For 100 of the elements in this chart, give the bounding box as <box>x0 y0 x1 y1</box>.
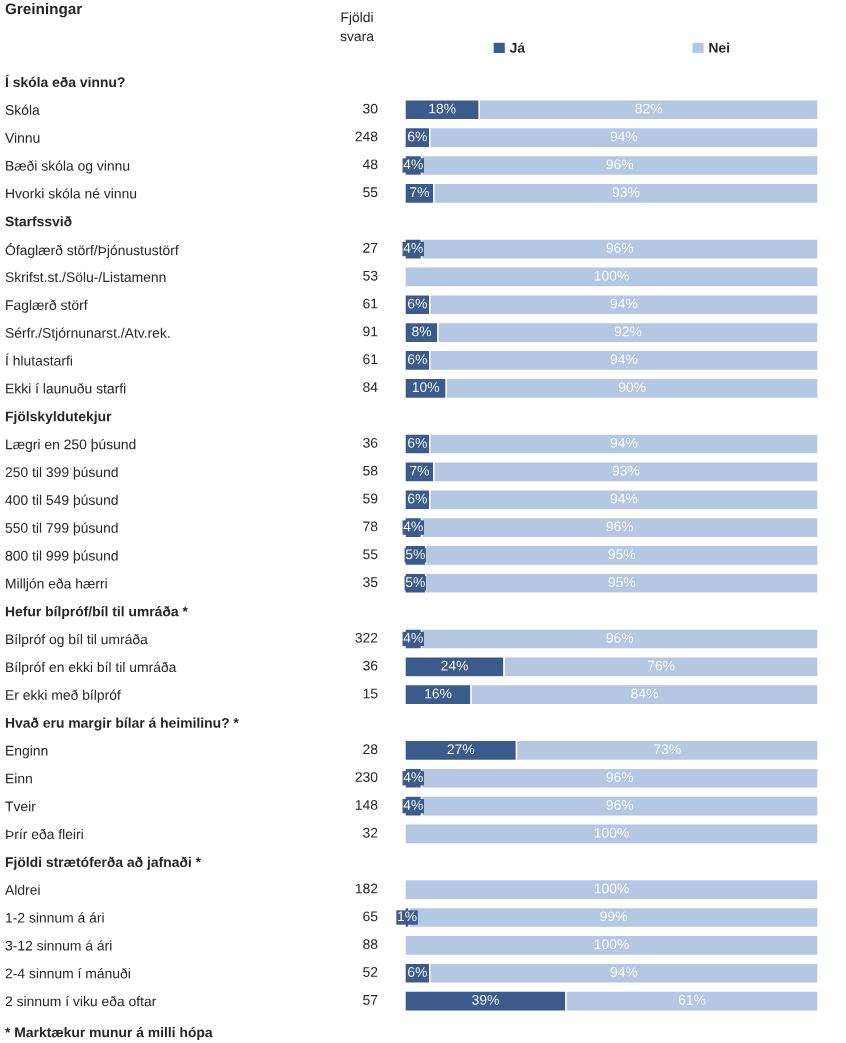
data-label: 90% <box>618 382 646 393</box>
data-label: 6% <box>408 437 427 448</box>
y-tick-label: Skóla <box>5 104 40 115</box>
data-label: 94% <box>610 354 638 365</box>
text: 61 <box>363 354 378 365</box>
text: 35 <box>363 577 378 588</box>
data-label: 6% <box>408 493 427 504</box>
data-label: 94% <box>610 967 638 977</box>
text: * Marktækur munur á milli hópa <box>5 1026 213 1040</box>
text: 28 <box>363 744 378 755</box>
text: 91 <box>363 326 378 337</box>
text: Greiningar <box>5 3 83 18</box>
y-tick-label: Aldrei <box>5 884 40 895</box>
text: 15 <box>363 688 378 699</box>
data-label: 96% <box>606 800 634 810</box>
text: 84 <box>363 382 378 393</box>
text: 27 <box>363 242 378 253</box>
y-tick-label: Hefur bílpróf/bíl til umráða * <box>5 606 188 620</box>
data-label: 100% <box>594 270 629 281</box>
y-tick-label: 550 til 799 þúsund <box>5 522 118 536</box>
text: 55 <box>363 549 378 560</box>
data-label: 82% <box>635 103 663 114</box>
data-label: 5% <box>405 549 425 560</box>
data-label: 92% <box>614 326 642 337</box>
text: 182 <box>355 883 378 894</box>
text: 58 <box>363 465 378 476</box>
text: 65 <box>363 911 378 922</box>
data-label: 94% <box>610 437 638 448</box>
data-label: 100% <box>594 827 629 838</box>
text: 36 <box>363 660 378 671</box>
text: 53 <box>363 270 378 281</box>
y-tick-label: Milljón eða hærri <box>6 578 107 592</box>
data-label: 7% <box>410 187 429 198</box>
data-label: 84% <box>631 688 658 699</box>
data-label: 96% <box>606 772 634 782</box>
y-tick-label: Starfssvið <box>5 216 72 227</box>
y-tick-label: Er ekki með bílpróf <box>6 689 121 703</box>
data-label: 96% <box>606 632 634 643</box>
text: 59 <box>363 493 378 504</box>
data-label: 96% <box>606 159 634 170</box>
data-label: 10% <box>412 382 440 393</box>
text: 61 <box>363 298 378 309</box>
y-tick-label: Fjölskyldutekjur <box>5 411 112 425</box>
y-tick-label: Bæði skóla og vinnu <box>6 160 130 174</box>
text: 30 <box>363 103 378 114</box>
data-label: 8% <box>412 326 432 337</box>
y-tick-label: Í hlutastarfi <box>5 353 72 366</box>
y-tick-label: 800 til 999 þúsund <box>5 550 118 564</box>
data-label: 27% <box>447 744 475 755</box>
y-tick-label: Bílpróf en ekki bíl til umráða <box>6 661 177 675</box>
y-tick-label: Hvað eru margir bílar á heimilinu? * <box>5 717 239 731</box>
data-label: 73% <box>654 744 681 755</box>
data-label: 94% <box>610 493 638 504</box>
data-label: 16% <box>425 688 452 699</box>
data-label: 7% <box>410 465 429 476</box>
y-tick-label: Þrír eða fleiri <box>6 828 83 840</box>
y-tick-label: Bílpróf og bíl til umráða <box>6 633 148 647</box>
y-tick-label: 1-2 sinnum á ári <box>6 912 104 923</box>
y-tick-label: Faglærð störf <box>6 299 88 313</box>
data-label: 61% <box>678 994 706 1005</box>
legend-label: Nei <box>709 42 730 53</box>
data-label: 6% <box>408 354 427 365</box>
data-label: 94% <box>610 298 638 309</box>
y-tick-label: Hvorki skóla né vinnu <box>6 188 137 199</box>
text: 55 <box>363 187 378 198</box>
data-label: 24% <box>441 660 468 671</box>
y-tick-label: 250 til 399 þúsund <box>5 466 118 480</box>
y-tick-label: Sérfr./Stjórnunarst./Atv.rek. <box>5 327 170 341</box>
y-tick-label: Í skóla eða vinnu? <box>5 74 125 88</box>
data-label: 100% <box>594 939 629 950</box>
y-tick-label: Ekki í launuðu starfi <box>6 383 126 394</box>
y-tick-label: Lægri en 250 þúsund <box>6 438 136 453</box>
y-tick-label: Fjöldi strætóferða að jafnaði * <box>5 856 201 870</box>
text: 57 <box>363 995 378 1005</box>
data-label: 1% <box>398 911 417 922</box>
data-label: 6% <box>408 131 427 142</box>
text: 48 <box>362 159 378 170</box>
data-label: 5% <box>405 577 425 588</box>
text: 248 <box>355 131 378 142</box>
text: 32 <box>363 827 378 838</box>
data-label: 100% <box>594 883 629 894</box>
data-label: 6% <box>408 967 427 977</box>
y-tick-label: Tveir <box>5 801 36 812</box>
text: 78 <box>363 521 378 532</box>
text: 88 <box>363 939 378 950</box>
y-tick-label: 2 sinnum í viku eða oftar <box>5 995 157 1007</box>
data-label: 94% <box>610 131 638 142</box>
text: 230 <box>355 772 378 782</box>
data-label: 95% <box>608 549 636 560</box>
text: 148 <box>355 800 378 810</box>
data-label: 76% <box>647 660 675 671</box>
data-label: 6% <box>408 298 427 309</box>
y-tick-label: 3-12 sinnum á ári <box>5 940 112 951</box>
text: Fjöldi svara <box>340 12 374 42</box>
y-tick-label: Enginn <box>6 745 48 759</box>
legend-label: Já <box>509 42 526 53</box>
text: 52 <box>363 967 378 977</box>
y-tick-label: Vinnu <box>5 132 40 143</box>
data-label: 18% <box>429 103 456 114</box>
y-tick-label: 400 til 549 þúsund <box>5 494 118 508</box>
